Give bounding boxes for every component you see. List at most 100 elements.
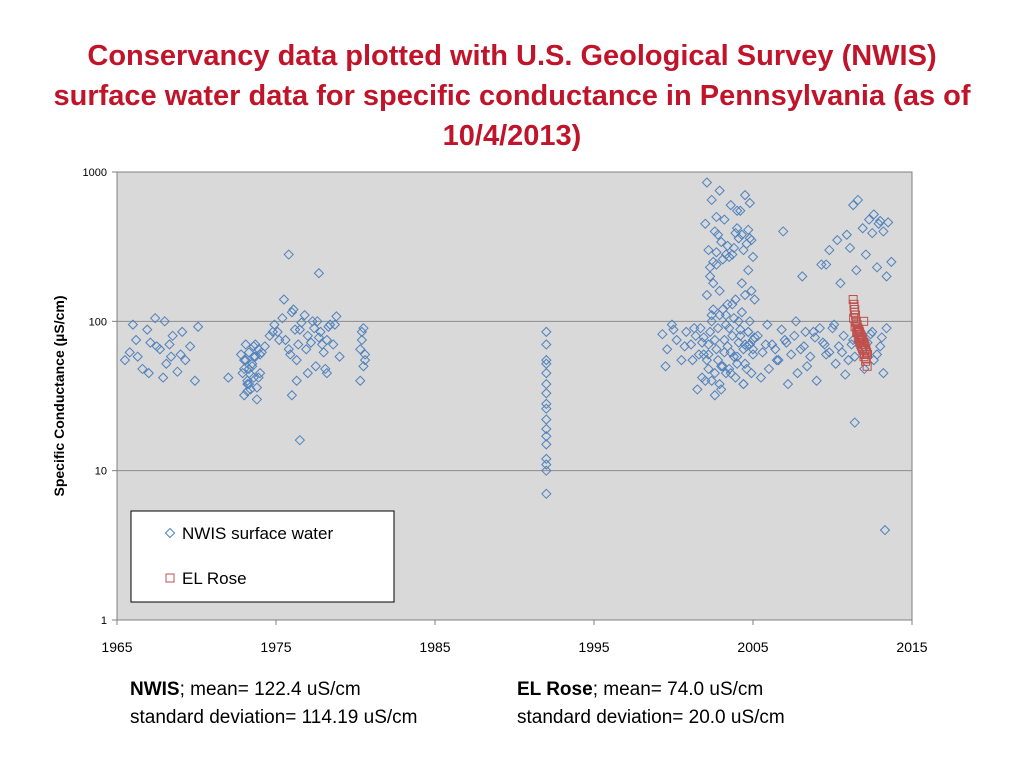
data-point-nwis <box>867 326 878 338</box>
data-point-nwis <box>863 214 875 225</box>
data-point-nwis <box>828 319 840 330</box>
data-point-nwis <box>824 244 835 256</box>
data-point-nwis <box>321 367 333 379</box>
series-el-rose <box>848 295 872 371</box>
data-point-nwis <box>299 309 310 321</box>
data-point-nwis <box>712 229 724 240</box>
data-point-nwis <box>149 312 161 324</box>
data-point-nwis <box>359 354 371 366</box>
data-point-nwis <box>328 339 339 350</box>
data-point-nwis <box>329 319 341 330</box>
data-point-nwis <box>246 358 258 369</box>
stats-nwis: NWIS; mean= 122.4 uS/cm standard deviati… <box>130 676 417 732</box>
data-point-nwis <box>676 354 687 366</box>
data-point-nwis <box>246 361 258 372</box>
data-point-nwis <box>143 367 155 379</box>
data-point-nwis <box>728 312 740 324</box>
data-point-nwis <box>722 240 733 252</box>
data-point-nwis <box>541 358 552 369</box>
data-point-nwis <box>310 361 321 372</box>
x-tick-label: 2005 <box>737 639 768 655</box>
y-axis-label: Specific Conductance (µS/cm) <box>51 296 67 497</box>
data-point-nwis <box>706 316 717 327</box>
data-point-nwis <box>696 372 708 383</box>
data-point-nwis <box>240 354 251 366</box>
data-point-nwis <box>747 344 759 355</box>
data-point-nwis <box>738 244 749 256</box>
data-point-el-rose <box>861 354 871 364</box>
data-point-nwis <box>851 264 862 276</box>
data-point-nwis <box>776 324 787 335</box>
x-tick-label: 2015 <box>896 639 927 655</box>
data-point-nwis <box>541 367 552 379</box>
data-point-nwis <box>701 177 713 188</box>
data-point-nwis <box>711 344 722 355</box>
data-point-nwis <box>785 349 797 360</box>
data-point-nwis <box>657 328 668 340</box>
data-point-nwis <box>827 322 838 334</box>
data-point-nwis <box>254 367 266 379</box>
data-point-nwis <box>731 358 743 369</box>
data-point-nwis <box>874 341 886 352</box>
data-point-nwis <box>685 339 697 350</box>
data-point-nwis <box>316 339 328 350</box>
data-point-nwis <box>278 294 290 305</box>
data-point-nwis <box>356 326 368 338</box>
data-point-nwis <box>355 375 366 386</box>
data-point-nwis <box>730 294 741 305</box>
stats-el-rose-name: EL Rose <box>517 679 593 700</box>
data-point-nwis <box>240 339 251 350</box>
data-point-nwis <box>809 332 821 343</box>
data-point-nwis <box>739 289 751 301</box>
data-point-nwis <box>359 349 371 360</box>
data-point-nwis <box>264 330 275 342</box>
data-point-nwis <box>738 344 749 355</box>
data-point-nwis <box>820 259 832 270</box>
data-point-nwis <box>739 339 751 350</box>
data-point-nwis <box>666 319 678 330</box>
data-point-nwis <box>132 351 143 362</box>
data-point-nwis <box>879 524 891 536</box>
data-point-nwis <box>749 294 760 305</box>
data-point-nwis <box>800 326 811 338</box>
data-point-nwis <box>770 344 781 355</box>
data-point-nwis <box>180 354 191 366</box>
data-point-nwis <box>844 242 856 254</box>
data-point-nwis <box>798 341 810 352</box>
y-tick-label: 1 <box>101 615 107 627</box>
data-point-nwis <box>161 358 172 369</box>
data-point-nwis <box>331 311 342 322</box>
data-point-nwis <box>835 278 846 289</box>
data-point-nwis <box>735 330 746 342</box>
data-point-nwis <box>849 417 860 428</box>
data-point-nwis <box>782 378 794 390</box>
data-point-nwis <box>358 361 369 372</box>
data-point-nwis <box>714 285 725 297</box>
data-point-nwis <box>157 372 169 383</box>
data-point-nwis <box>711 247 722 258</box>
stats-nwis-sd: standard deviation= 114.19 uS/cm <box>130 707 418 728</box>
data-point-nwis <box>294 434 306 446</box>
data-point-nwis <box>744 316 756 327</box>
data-point-el-rose <box>848 295 858 305</box>
stats-el-rose-mean: ; mean= 74.0 uS/cm <box>592 679 764 700</box>
data-point-el-rose <box>859 352 869 362</box>
legend-entry-nwis: NWIS surface water <box>182 524 333 543</box>
x-axis-ticks: 1965 1975 1985 1995 2005 2015 <box>101 620 928 655</box>
data-point-nwis <box>859 363 870 375</box>
data-point-nwis <box>860 249 872 260</box>
data-point-nwis <box>701 289 713 301</box>
legend-marker-square <box>165 573 175 583</box>
data-point-nwis <box>747 251 759 263</box>
data-point-nwis <box>708 278 719 289</box>
data-point-nwis <box>238 390 250 401</box>
data-point-nwis <box>130 334 142 346</box>
data-point-nwis <box>692 384 703 395</box>
data-point-nwis <box>172 366 183 377</box>
data-point-nwis <box>720 309 732 321</box>
data-point-nwis <box>733 337 744 348</box>
stats-el-rose: EL Rose; mean= 74.0 uS/cm standard devia… <box>517 676 785 732</box>
data-point-nwis <box>878 367 889 379</box>
data-point-nwis <box>738 378 749 390</box>
data-point-nwis <box>881 271 892 282</box>
